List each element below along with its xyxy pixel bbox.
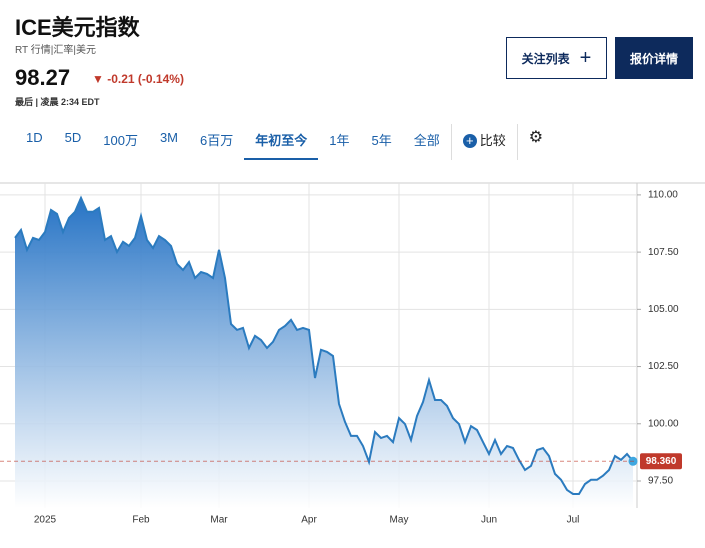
line xyxy=(14,195,634,495)
settings-button[interactable]: ⚙ xyxy=(516,124,554,160)
change: ▼ -0.21 (-0.14%) xyxy=(92,72,184,86)
y-tick-label: 110.00 xyxy=(648,190,678,201)
x-tick-label: Apr xyxy=(301,515,317,526)
area xyxy=(15,197,633,508)
tab[interactable]: 5D xyxy=(64,130,82,145)
x-tick-label: Jul xyxy=(567,515,580,526)
title: ICE美元指数 xyxy=(15,15,140,40)
tab[interactable]: 1D xyxy=(26,130,43,145)
price: 98.27 xyxy=(15,65,71,90)
current-label-box xyxy=(640,453,682,470)
tabs: 1D 5D 100万 3M 6百万 年初至今 1年 5年 全部 + 比较 ⚙ xyxy=(15,124,554,160)
plus-icon: + xyxy=(579,46,592,69)
current-label: 98.360 xyxy=(646,456,677,467)
y-tick-label: 97.50 xyxy=(648,476,673,487)
tab[interactable]: 3M xyxy=(159,130,179,145)
x-tick-label: Mar xyxy=(210,515,228,526)
x-tick-label: Jun xyxy=(481,515,497,526)
y-tick-label: 105.00 xyxy=(648,304,679,315)
x-tick-label: Feb xyxy=(132,515,150,526)
x-tick-label: May xyxy=(390,515,409,526)
tab[interactable]: 年初至今 xyxy=(244,124,319,160)
change-value: -0.21 xyxy=(107,72,135,86)
tab[interactable]: 5年 xyxy=(371,133,392,148)
tab[interactable]: 1年 xyxy=(329,133,350,148)
tab[interactable]: 100万 xyxy=(103,133,138,148)
timestamp: 最后 | 凌晨 2:34 EDT xyxy=(15,97,100,107)
label: 关注列表 xyxy=(521,51,570,66)
y-tick-label: 100.00 xyxy=(648,418,679,429)
y-tick-label: 107.50 xyxy=(648,247,679,258)
compare-button[interactable]: + 比较 xyxy=(450,124,517,160)
tab[interactable]: 全部 xyxy=(413,133,440,148)
quote-button[interactable]: 报价详情 xyxy=(615,37,693,79)
y-tick-label: 102.50 xyxy=(648,361,679,372)
watchlist-button[interactable]: 关注列表 + xyxy=(506,37,607,79)
subtitle: RT 行情|汇率|美元 xyxy=(15,45,96,56)
tab[interactable]: 6百万 xyxy=(200,133,234,148)
x-tick-label: 2025 xyxy=(34,515,57,526)
change-pct: (-0.14%) xyxy=(137,72,184,86)
plus-icon: + xyxy=(462,134,477,148)
compare-label: 比较 xyxy=(479,133,506,148)
